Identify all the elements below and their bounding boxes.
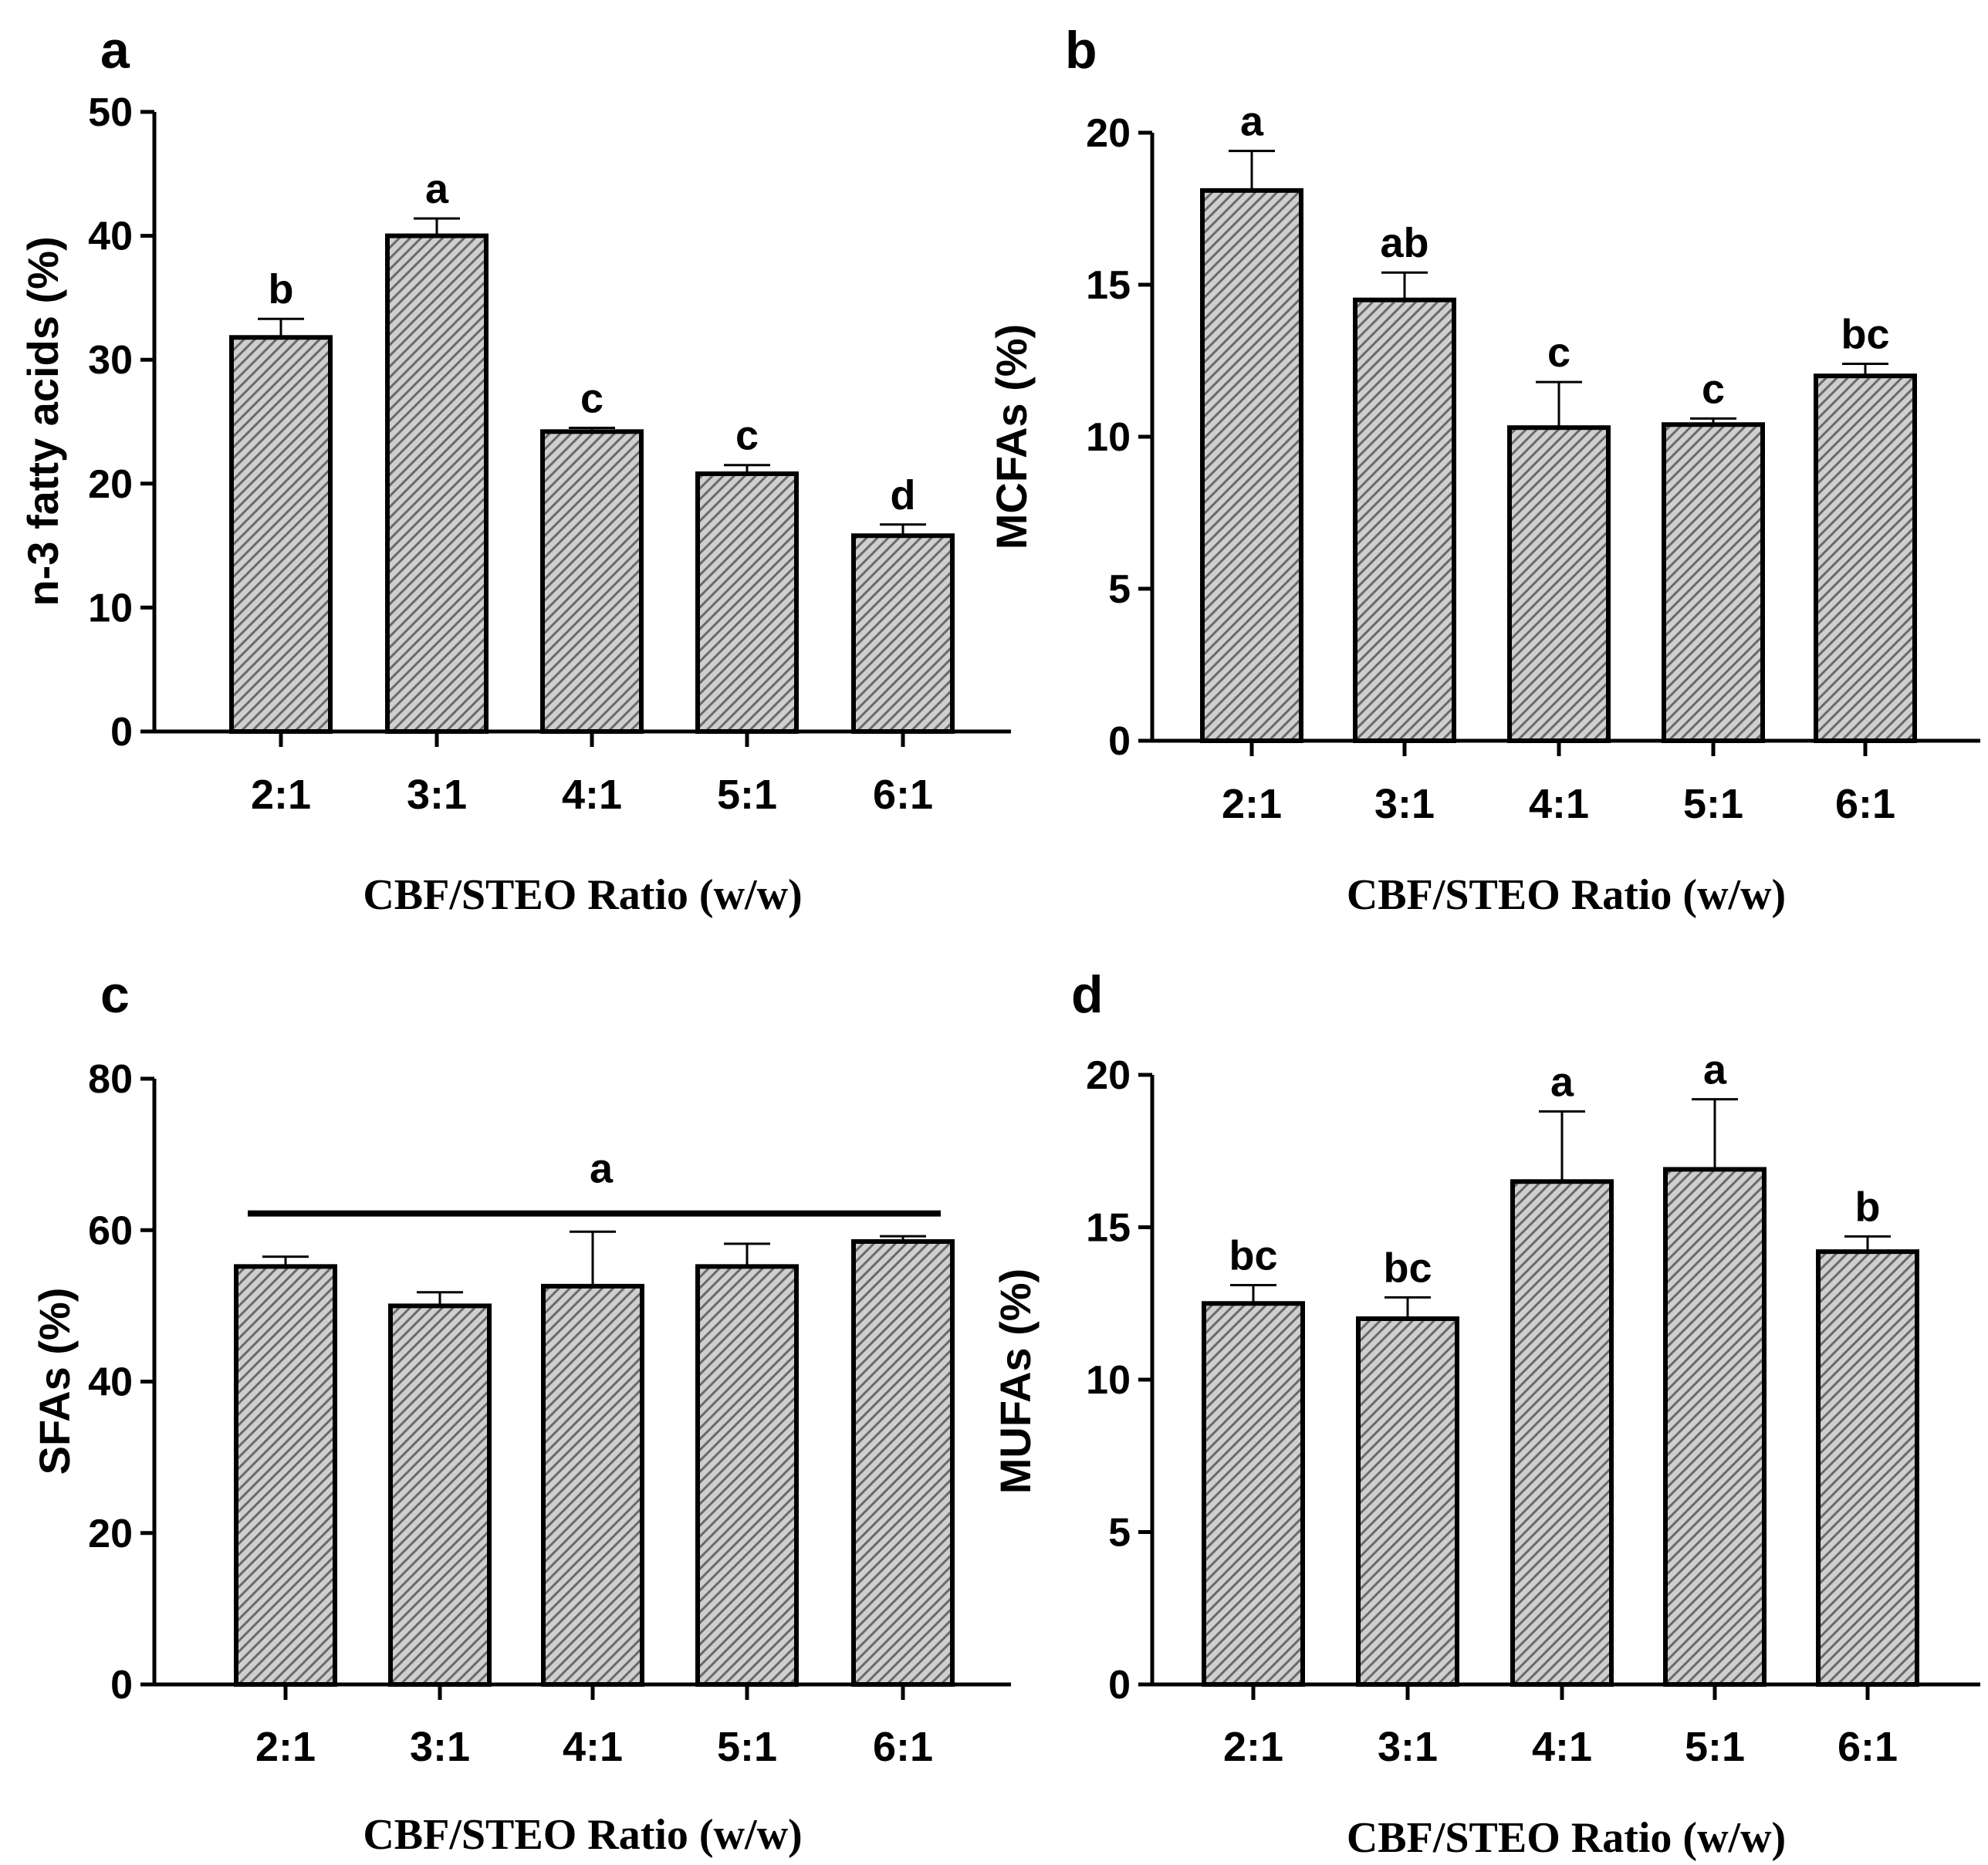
panel-a-bar-1 [229, 335, 333, 734]
panel-b-y-tick-label-10: 10 [1086, 415, 1131, 460]
panel-a-x-axis-title: CBF/STEO Ratio (w/w) [363, 871, 802, 919]
panel-b-bar-1 [1200, 188, 1303, 744]
panel-b-y-tick-label-0: 0 [1108, 719, 1131, 764]
panel-a-significance-4: c [735, 413, 759, 459]
panel-d-x-tick-label-3: 4:1 [1532, 1724, 1592, 1770]
panel-d-bar-1 [1202, 1301, 1305, 1687]
panel-a-x-tick-label-3: 4:1 [562, 772, 622, 818]
panel-a-y-axis-title: n-3 fatty acids (%) [19, 236, 67, 606]
panel-a-significance-3: c [580, 376, 604, 422]
panel-a-significance-2: a [425, 166, 449, 212]
panel-c-x-tick-label-2: 3:1 [410, 1724, 470, 1770]
panel-d-bar-5 [1816, 1249, 1919, 1687]
panel-a-significance-1: b [269, 266, 294, 313]
panel-d-y-tick-label-5: 5 [1108, 1511, 1131, 1556]
panel-b-x-tick-label-5: 6:1 [1835, 781, 1895, 827]
panel-a-significance-5: d [891, 472, 916, 519]
panel-c-y-tick-label-60: 60 [88, 1208, 133, 1253]
panel-a-y-tick-label-20: 20 [88, 462, 133, 507]
panel-b-significance-3: c [1547, 329, 1570, 376]
panel-a-y-tick-label-50: 50 [88, 90, 133, 135]
panel-a-x-tick-label-4: 5:1 [717, 772, 777, 818]
panel-c-x-tick-label-5: 6:1 [873, 1724, 933, 1770]
panel-c-bar-4 [695, 1264, 799, 1687]
panel-d-bar-3 [1510, 1179, 1614, 1687]
panel-b-x-tick-label-3: 4:1 [1529, 781, 1589, 827]
panel-a-bar-4 [695, 471, 799, 735]
panel-d-y-tick-label-20: 20 [1086, 1053, 1131, 1098]
panel-a-x-tick-label-5: 6:1 [873, 772, 933, 818]
panel-b-significance-4: c [1702, 366, 1725, 412]
panel-c-x-tick-label-4: 5:1 [717, 1724, 777, 1770]
panel-b-bar-2 [1353, 297, 1456, 743]
panel-c-y-tick-label-0: 0 [110, 1663, 133, 1708]
panel-b-y-tick-label-5: 5 [1108, 567, 1131, 612]
panel-d-y-tick-label-10: 10 [1086, 1358, 1131, 1403]
panel-c-y-tick-label-20: 20 [88, 1512, 133, 1556]
panel-b-x-tick-label-1: 2:1 [1222, 781, 1282, 827]
panel-b-y-tick-label-20: 20 [1086, 111, 1131, 156]
panel-b-x-axis-title: CBF/STEO Ratio (w/w) [1347, 871, 1786, 919]
panel-d-bar-2 [1356, 1316, 1459, 1687]
panel-a-x-tick-label-2: 3:1 [407, 772, 467, 818]
panel-b-significance-5: bc [1841, 311, 1889, 357]
panel-c-y-tick-label-40: 40 [88, 1360, 133, 1405]
panel-d-x-axis-title: CBF/STEO Ratio (w/w) [1347, 1814, 1786, 1862]
panel-a-y-tick-label-30: 30 [88, 338, 133, 383]
panel-a-bar-5 [851, 533, 955, 735]
panel-a-bar-2 [385, 233, 489, 735]
panel-a-letter: a [100, 21, 130, 79]
panel-d-x-tick-label-1: 2:1 [1223, 1724, 1283, 1770]
panel-d-y-axis-title: MUFAs (%) [991, 1269, 1040, 1494]
panel-d-significance-2: bc [1383, 1245, 1432, 1291]
panel-a-y-tick-label-40: 40 [88, 215, 133, 259]
panel-c-bar-5 [851, 1238, 955, 1687]
panel-c-y-tick-label-80: 80 [88, 1057, 133, 1102]
panel-d-x-tick-label-5: 6:1 [1838, 1724, 1898, 1770]
panel-b-bar-3 [1507, 425, 1611, 743]
panel-b-y-axis-title: MCFAs (%) [987, 324, 1036, 549]
panel-d-significance-3: a [1550, 1059, 1574, 1105]
panel-c-x-axis-title: CBF/STEO Ratio (w/w) [363, 1811, 802, 1859]
panel-d-significance-4: a [1703, 1047, 1727, 1093]
panel-b-y-tick-label-15: 15 [1086, 263, 1131, 308]
panel-c-bar-1 [234, 1264, 337, 1687]
panel-c-x-tick-label-3: 4:1 [563, 1724, 623, 1770]
panel-d-bar-4 [1663, 1167, 1767, 1687]
panel-b-letter: b [1065, 21, 1097, 79]
panel-c-group-annotation: a [590, 1146, 614, 1192]
panel-b-x-tick-label-4: 5:1 [1683, 781, 1743, 827]
panel-b-bar-5 [1814, 373, 1917, 743]
panel-a-y-tick-label-10: 10 [88, 586, 133, 630]
panel-b-significance-2: ab [1380, 220, 1428, 266]
panel-d-letter: d [1071, 965, 1104, 1024]
panel-c-bar-2 [388, 1303, 492, 1687]
panel-d-x-tick-label-4: 5:1 [1685, 1724, 1745, 1770]
panel-d-x-tick-label-2: 3:1 [1378, 1724, 1438, 1770]
panel-c-bar-3 [541, 1283, 644, 1688]
panel-d-significance-5: b [1855, 1184, 1881, 1230]
panel-d-y-tick-label-0: 0 [1108, 1663, 1131, 1708]
panel-b-significance-1: a [1240, 99, 1264, 145]
panel-a-bar-3 [540, 429, 644, 735]
panel-b-x-tick-label-2: 3:1 [1374, 781, 1435, 827]
panel-d-significance-1: bc [1229, 1233, 1277, 1279]
panel-d-y-tick-label-15: 15 [1086, 1206, 1131, 1251]
panel-c-letter: c [100, 965, 130, 1024]
panel-a-x-tick-label-1: 2:1 [251, 772, 311, 818]
panel-c-y-axis-title: SFAs (%) [30, 1288, 79, 1475]
panel-a-y-tick-label-0: 0 [110, 710, 133, 755]
panel-c-x-tick-label-1: 2:1 [255, 1724, 316, 1770]
panel-b-bar-4 [1662, 422, 1765, 743]
